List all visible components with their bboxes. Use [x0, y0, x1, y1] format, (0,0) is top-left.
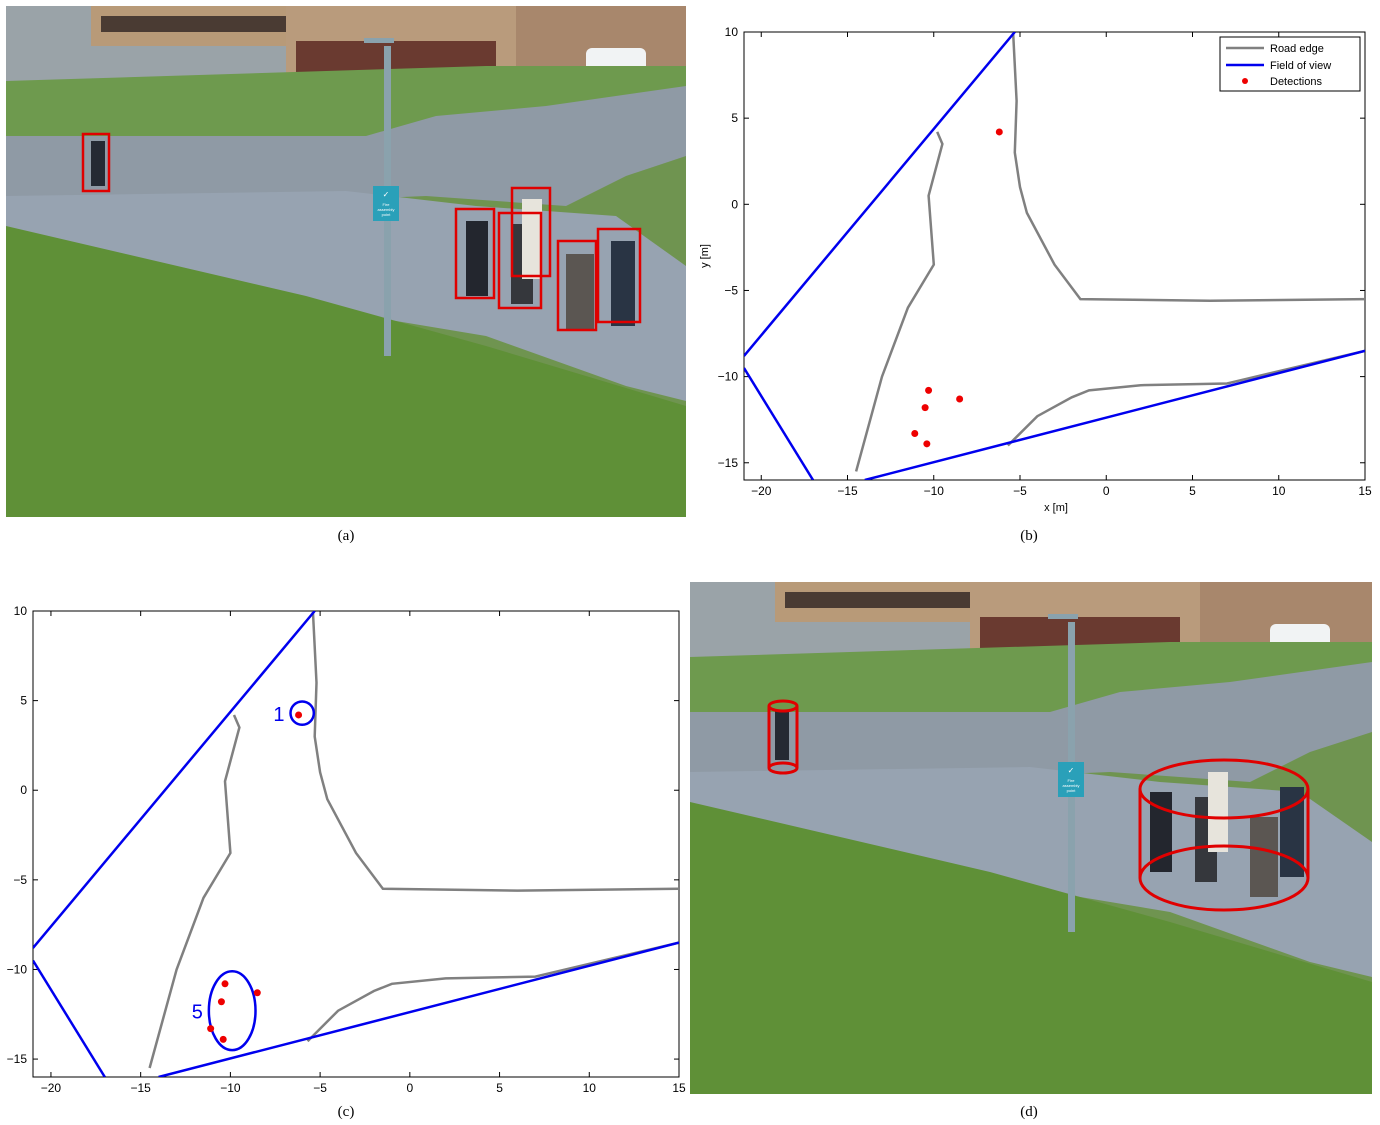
detection-point: [207, 1025, 215, 1033]
cluster-label: 1: [273, 704, 284, 726]
cluster-ellipse: [289, 700, 316, 727]
x-tick-label: 0: [1103, 484, 1110, 498]
x-tick-label: 15: [1358, 484, 1372, 498]
scene-background: [6, 6, 686, 517]
sign-line-2: assembly: [378, 207, 395, 212]
detection-box: [454, 207, 496, 300]
detection-point: [911, 429, 919, 437]
road-edge-line: [1007, 349, 1365, 447]
scene-photo-d: ✓ Fire assembly point: [690, 582, 1372, 1094]
plot-c-axes-box: [32, 610, 680, 1078]
cluster-label: 5: [192, 1002, 203, 1024]
x-tick-label: −10: [924, 484, 945, 498]
x-tick-label: −15: [837, 484, 858, 498]
sign-line-3: point: [382, 212, 392, 217]
detection-point: [217, 998, 225, 1006]
detection-box: [81, 132, 111, 193]
plot-b-axes-box: [743, 31, 1366, 481]
scene-photo-a: ✓ Fire assembly point: [6, 6, 686, 517]
tracking-cylinder-group: [1138, 758, 1310, 912]
field-of-view-line: [33, 611, 316, 949]
road-edge-line: [854, 131, 944, 472]
plot-b-legend: Road edge Field of view Detections: [1219, 36, 1361, 92]
detection-box: [497, 211, 543, 310]
legend-detections: Detections: [1270, 76, 1322, 88]
sign-line-1: Fire: [1068, 778, 1076, 783]
detection-point: [921, 404, 929, 412]
sign-line-2: assembly: [1063, 783, 1080, 788]
detection-point: [956, 395, 964, 403]
road-edge-line: [306, 941, 679, 1043]
detection-point: [219, 1035, 227, 1043]
x-tick-label: 10: [583, 1081, 597, 1095]
fire-assembly-sign-d: ✓ Fire assembly point: [1058, 762, 1084, 797]
plot-b-ylabel: y [m]: [699, 244, 711, 268]
detection-box: [596, 227, 642, 324]
x-tick-label: 10: [1272, 484, 1286, 498]
detection-point: [925, 386, 933, 394]
y-tick-label: −5: [13, 873, 27, 887]
detection-point: [221, 980, 229, 988]
y-tick-label: 0: [20, 783, 27, 797]
legend-road-edge: Road edge: [1270, 43, 1324, 55]
panel-c-plot: −20 −15 −10 −5 0 5 10 15 −15 −10 −5 0 5 10 1 5: [0, 597, 690, 1102]
sign-line-3: point: [1067, 788, 1077, 793]
x-tick-label: 0: [406, 1081, 413, 1095]
caption-c: (c): [337, 1104, 355, 1120]
field-of-view-line: [744, 367, 815, 480]
sign-check: ✓: [1068, 766, 1075, 775]
panel-a-photo: ✓ Fire assembly point: [6, 6, 686, 517]
y-tick-label: 5: [20, 694, 27, 708]
x-tick-label: −5: [313, 1081, 327, 1095]
sign-check: ✓: [383, 190, 390, 199]
panel-b-plot: −20 −15 −10 −5 0 5 10 15 −15 −10 −5 0 5 10 y [m] x [m…: [690, 15, 1380, 525]
y-tick-label: 10: [725, 25, 739, 39]
detection-point: [295, 711, 303, 719]
plot-b-xlabel: x [m]: [1044, 502, 1068, 514]
road-edge-line: [1011, 32, 1365, 303]
y-tick-label: −15: [7, 1052, 28, 1066]
x-tick-label: −10: [220, 1081, 241, 1095]
caption-b: (b): [1020, 528, 1038, 544]
x-tick-label: 5: [1189, 484, 1196, 498]
fire-assembly-sign: ✓ Fire assembly point: [373, 186, 399, 221]
field-of-view-line: [158, 941, 679, 1077]
x-tick-label: 15: [672, 1081, 686, 1095]
y-tick-label: −10: [7, 962, 28, 976]
y-tick-label: 5: [731, 111, 738, 125]
detection-point: [923, 440, 931, 448]
y-tick-label: −10: [718, 370, 739, 384]
x-tick-label: 5: [496, 1081, 503, 1095]
detection-box: [556, 239, 598, 332]
legend-detections-swatch: [1242, 78, 1248, 84]
scene-background-d: [690, 582, 1372, 1094]
x-tick-label: −20: [41, 1081, 62, 1095]
x-tick-label: −20: [751, 484, 772, 498]
field-of-view-line: [744, 32, 1016, 357]
y-tick-label: −5: [724, 283, 738, 297]
road-edge-line: [311, 611, 679, 892]
field-of-view-line: [33, 959, 106, 1077]
y-tick-label: −15: [718, 456, 739, 470]
ground-plane-plot-b: −20 −15 −10 −5 0 5 10 15 −15 −10 −5 0 5 10 y [m] x [m…: [699, 25, 1372, 514]
x-tick-label: −5: [1013, 484, 1027, 498]
cluster-ellipse: [207, 970, 257, 1052]
x-tick-label: −15: [130, 1081, 151, 1095]
detection-point: [253, 989, 261, 997]
legend-field-of-view: Field of view: [1270, 60, 1331, 72]
detection-box: [510, 186, 552, 278]
caption-d: (d): [1020, 1104, 1038, 1120]
detection-point: [995, 128, 1003, 136]
y-tick-label: 10: [14, 604, 28, 618]
field-of-view-line: [864, 349, 1365, 480]
road-edge-line: [148, 714, 241, 1069]
sign-line-1: Fire: [383, 202, 391, 207]
caption-a: (a): [337, 528, 355, 544]
tracking-cylinder-single: [767, 699, 799, 775]
panel-d-photo: ✓ Fire assembly point: [690, 582, 1372, 1094]
y-tick-label: 0: [731, 197, 738, 211]
